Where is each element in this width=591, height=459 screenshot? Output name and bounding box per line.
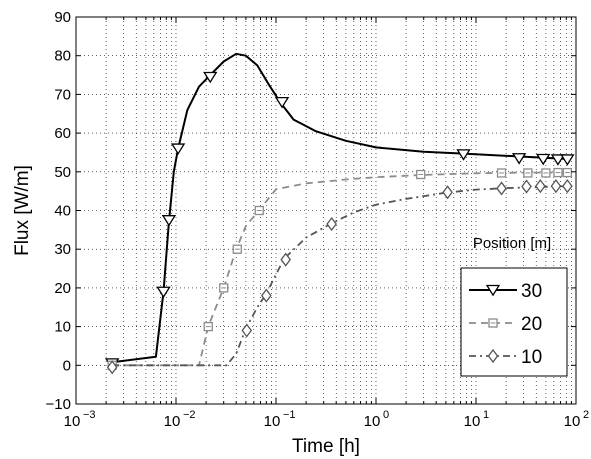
- legend-title: Position [m]: [473, 235, 551, 252]
- y-tick-label: 0: [63, 357, 71, 374]
- marker-triangle: [550, 154, 566, 166]
- marker-diamond: [487, 348, 499, 364]
- y-tick-label: 80: [54, 48, 71, 65]
- marker-triangle: [511, 153, 527, 165]
- marker-diamond: [550, 179, 562, 194]
- x-tick-label: 10: [64, 413, 81, 430]
- marker-triangle: [560, 154, 575, 166]
- x-tick-label: 10: [264, 413, 281, 430]
- y-tick-label: 20: [54, 280, 71, 297]
- marker-diamond: [496, 181, 507, 196]
- marker-diamond: [326, 216, 337, 232]
- marker-diamond: [442, 185, 453, 200]
- marker-square: [232, 244, 242, 254]
- x-tick-label: 10: [564, 413, 581, 430]
- marker-square: [254, 205, 264, 216]
- marker-square: [553, 167, 563, 178]
- legend-box: [460, 267, 568, 377]
- marker-square: [416, 169, 426, 180]
- x-tick-label: 10: [464, 413, 481, 430]
- x-tick-label: 10: [164, 413, 181, 430]
- legend-label-30: 30: [521, 281, 542, 302]
- x-axis-title: Time [h]: [292, 436, 360, 457]
- marker-triangle: [170, 143, 186, 155]
- marker-square: [541, 168, 551, 178]
- marker-diamond: [241, 323, 253, 338]
- legend-label-10: 10: [521, 347, 542, 368]
- x-tick-exponent: 0: [383, 409, 389, 421]
- x-tick-exponent: 2: [583, 409, 589, 421]
- marker-square: [488, 318, 498, 328]
- marker-triangle: [203, 71, 218, 84]
- x-tick-exponent: −2: [183, 409, 196, 421]
- marker-triangle: [156, 286, 171, 299]
- y-tick-label: 60: [54, 125, 71, 142]
- series-line-30: [112, 52, 569, 364]
- marker-diamond: [562, 179, 573, 194]
- series-layer: [105, 52, 575, 375]
- y-tick-label: 50: [54, 164, 71, 181]
- marker-square: [203, 321, 213, 332]
- y-tick-label: 40: [54, 203, 71, 220]
- marker-diamond: [260, 288, 272, 303]
- marker-square: [496, 168, 507, 178]
- y-tick-label: 30: [54, 241, 71, 258]
- marker-diamond: [106, 360, 118, 375]
- y-tick-label: 10: [54, 319, 71, 336]
- y-tick-label: 90: [54, 9, 71, 26]
- legend: 30 20 10: [460, 267, 568, 377]
- y-axis-title: Flux [W/m]: [12, 165, 33, 256]
- x-tick-exponent: −1: [283, 409, 296, 421]
- y-tick-label: 70: [54, 86, 71, 103]
- legend-label-20: 20: [521, 314, 542, 335]
- series-30: [105, 52, 575, 370]
- marker-triangle: [274, 96, 290, 109]
- marker-diamond: [280, 252, 292, 267]
- x-tick-label: 10: [364, 413, 381, 430]
- marker-diamond: [535, 179, 546, 194]
- y-tick-label: −10: [46, 396, 71, 413]
- marker-square: [523, 168, 533, 178]
- marker-square: [562, 167, 573, 178]
- marker-triangle: [456, 149, 471, 161]
- series-line-20: [112, 171, 569, 367]
- series-10: [106, 179, 573, 375]
- marker-triangle: [485, 284, 501, 297]
- marker-triangle: [161, 215, 177, 227]
- marker-diamond: [521, 179, 532, 194]
- x-tick-exponent: −3: [83, 409, 96, 421]
- marker-triangle: [536, 153, 551, 166]
- x-tick-exponent: 1: [483, 409, 489, 421]
- marker-square: [219, 283, 229, 293]
